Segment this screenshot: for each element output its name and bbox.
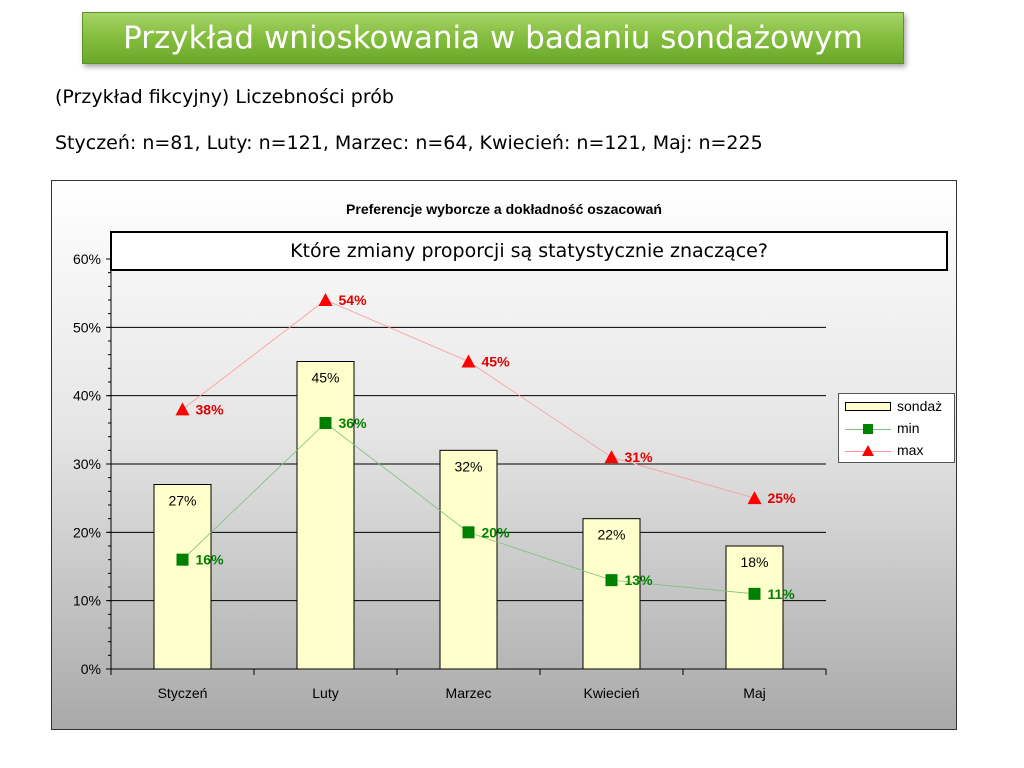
max-value-label: 31% [625, 449, 654, 465]
y-tick-label: 30% [73, 456, 101, 472]
max-point [318, 293, 333, 306]
bar [439, 449, 498, 670]
min-point [748, 587, 761, 600]
y-tick-label: 40% [73, 388, 101, 404]
legend-label-sondaz: sondaż [897, 398, 943, 414]
y-tick-label: 20% [73, 524, 101, 540]
x-tick-label: Maj [743, 685, 766, 701]
bar [153, 484, 212, 670]
min-value-label: 20% [482, 524, 511, 540]
max-point [604, 450, 619, 464]
y-tick-label: 10% [73, 593, 101, 609]
legend-item-max: max [839, 441, 954, 461]
max-point [747, 491, 762, 505]
chart-frame: Preferencje wyborcze a dokładność oszaco… [51, 180, 957, 730]
sample-sizes-text: Styczeń: n=81, Luty: n=121, Marzec: n=64… [55, 132, 763, 154]
chart-legend: sondaż min max [838, 393, 955, 463]
x-tick-label: Kwiecień [583, 685, 639, 701]
max-point [175, 402, 190, 416]
max-value-label: 38% [196, 401, 225, 417]
legend-label-max: max [897, 442, 924, 458]
bar-value-label: 18% [740, 554, 768, 570]
bar-value-label: 27% [168, 493, 196, 509]
bar-value-label: 45% [311, 370, 339, 386]
min-value-label: 11% [768, 586, 796, 602]
slide-subtitle: (Przykład fikcyjny) Liczebności prób [55, 86, 394, 108]
legend-triangle-marker-icon [862, 445, 874, 456]
y-tick-label: 50% [73, 319, 101, 335]
question-box: Które zmiany proporcji są statystycznie … [110, 231, 948, 271]
min-point [462, 526, 475, 539]
slide-title-banner: Przykład wnioskowania w badaniu sondażow… [82, 12, 904, 64]
bar [296, 361, 355, 670]
max-value-label: 54% [339, 292, 368, 308]
max-value-label: 25% [768, 490, 797, 506]
max-point [461, 354, 476, 368]
min-value-label: 36% [339, 415, 368, 431]
chart-title: Preferencje wyborcze a dokładność oszaco… [346, 201, 662, 217]
y-tick-label: 0% [81, 661, 101, 677]
question-text: Które zmiany proporcji są statystycznie … [290, 240, 768, 262]
bar [725, 545, 784, 670]
bar [582, 518, 641, 670]
legend-square-marker-icon [863, 424, 873, 434]
legend-item-sondaz: sondaż [839, 397, 954, 417]
max-value-label: 45% [482, 354, 511, 370]
min-point [605, 574, 618, 587]
legend-item-min: min [839, 419, 954, 439]
bar-value-label: 32% [454, 458, 482, 474]
min-value-label: 16% [196, 552, 225, 568]
legend-label-min: min [897, 420, 920, 436]
slide-title: Przykład wnioskowania w badaniu sondażow… [123, 20, 863, 56]
x-tick-label: Marzec [446, 685, 492, 701]
min-point [319, 417, 332, 429]
x-tick-label: Luty [312, 685, 338, 701]
bar-value-label: 22% [597, 527, 625, 543]
y-tick-label: 60% [73, 251, 101, 267]
min-point [176, 553, 189, 566]
legend-bar-swatch [845, 402, 891, 411]
min-value-label: 13% [625, 572, 654, 588]
x-tick-label: Styczeń [158, 685, 208, 701]
